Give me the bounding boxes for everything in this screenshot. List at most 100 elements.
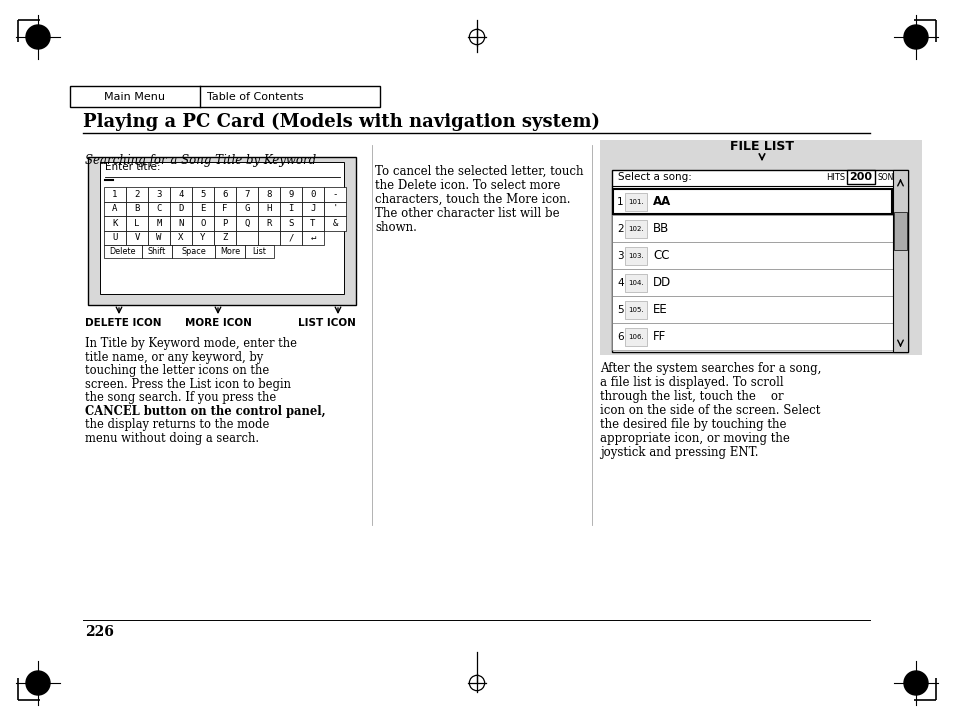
FancyBboxPatch shape bbox=[104, 245, 142, 258]
Text: Searching for a Song Title by Keyword: Searching for a Song Title by Keyword bbox=[85, 153, 315, 166]
Text: W: W bbox=[156, 233, 161, 242]
Text: S: S bbox=[288, 219, 294, 228]
FancyBboxPatch shape bbox=[624, 328, 646, 346]
FancyBboxPatch shape bbox=[612, 170, 907, 352]
FancyBboxPatch shape bbox=[892, 170, 907, 352]
Text: AA: AA bbox=[652, 195, 671, 208]
Text: Select a song:: Select a song: bbox=[618, 172, 691, 182]
Text: 103.: 103. bbox=[627, 253, 643, 258]
FancyBboxPatch shape bbox=[257, 230, 280, 245]
Text: Table of Contents: Table of Contents bbox=[207, 92, 303, 102]
FancyBboxPatch shape bbox=[624, 247, 646, 265]
Circle shape bbox=[903, 671, 927, 695]
FancyBboxPatch shape bbox=[280, 187, 302, 202]
Text: FILE LIST: FILE LIST bbox=[729, 140, 793, 153]
FancyBboxPatch shape bbox=[172, 245, 214, 258]
FancyBboxPatch shape bbox=[612, 323, 892, 350]
FancyBboxPatch shape bbox=[142, 245, 172, 258]
FancyBboxPatch shape bbox=[213, 202, 235, 216]
Text: characters, touch the More icon.: characters, touch the More icon. bbox=[375, 193, 570, 206]
FancyBboxPatch shape bbox=[624, 301, 646, 319]
Text: 6: 6 bbox=[617, 331, 623, 341]
FancyBboxPatch shape bbox=[280, 216, 302, 230]
FancyBboxPatch shape bbox=[148, 202, 170, 216]
Text: /: / bbox=[288, 233, 294, 242]
Text: screen. Press the List icon to begin: screen. Press the List icon to begin bbox=[85, 377, 291, 390]
FancyBboxPatch shape bbox=[624, 193, 646, 211]
Text: R: R bbox=[266, 219, 272, 228]
Text: touching the letter icons on the: touching the letter icons on the bbox=[85, 364, 269, 377]
Text: 5: 5 bbox=[200, 190, 206, 199]
FancyBboxPatch shape bbox=[192, 202, 213, 216]
Text: appropriate icon, or moving the: appropriate icon, or moving the bbox=[599, 432, 789, 445]
Text: X: X bbox=[178, 233, 184, 242]
Text: Enter title:: Enter title: bbox=[105, 162, 160, 172]
Text: &: & bbox=[332, 219, 337, 228]
FancyBboxPatch shape bbox=[235, 187, 257, 202]
Text: the desired file by touching the: the desired file by touching the bbox=[599, 418, 785, 431]
Text: 2: 2 bbox=[134, 190, 139, 199]
Text: To cancel the selected letter, touch: To cancel the selected letter, touch bbox=[375, 165, 583, 178]
FancyBboxPatch shape bbox=[104, 230, 126, 245]
Text: A: A bbox=[112, 204, 117, 213]
FancyBboxPatch shape bbox=[126, 187, 148, 202]
FancyBboxPatch shape bbox=[893, 212, 906, 250]
Text: 200: 200 bbox=[848, 172, 872, 182]
Text: DD: DD bbox=[652, 276, 671, 289]
Text: T: T bbox=[310, 219, 315, 228]
Text: HITS: HITS bbox=[825, 173, 844, 181]
Text: E: E bbox=[200, 204, 206, 213]
Text: C: C bbox=[156, 204, 161, 213]
Text: M: M bbox=[156, 219, 161, 228]
Text: 7: 7 bbox=[244, 190, 250, 199]
Text: 106.: 106. bbox=[627, 333, 643, 340]
FancyBboxPatch shape bbox=[624, 220, 646, 238]
FancyBboxPatch shape bbox=[257, 216, 280, 230]
FancyBboxPatch shape bbox=[280, 230, 302, 245]
FancyBboxPatch shape bbox=[599, 140, 921, 355]
Text: More: More bbox=[220, 247, 240, 256]
Text: 9: 9 bbox=[288, 190, 294, 199]
FancyBboxPatch shape bbox=[235, 202, 257, 216]
Text: 102.: 102. bbox=[627, 225, 643, 232]
FancyBboxPatch shape bbox=[302, 216, 324, 230]
Text: EE: EE bbox=[652, 303, 667, 316]
Text: the song search. If you press the: the song search. If you press the bbox=[85, 391, 276, 404]
FancyBboxPatch shape bbox=[126, 230, 148, 245]
Text: L: L bbox=[134, 219, 139, 228]
Text: 101.: 101. bbox=[627, 199, 643, 204]
FancyBboxPatch shape bbox=[324, 202, 346, 216]
FancyBboxPatch shape bbox=[70, 86, 379, 107]
FancyBboxPatch shape bbox=[280, 202, 302, 216]
FancyBboxPatch shape bbox=[302, 202, 324, 216]
Text: Main Menu: Main Menu bbox=[105, 92, 165, 102]
FancyBboxPatch shape bbox=[170, 230, 192, 245]
FancyBboxPatch shape bbox=[846, 170, 874, 184]
Text: F: F bbox=[222, 204, 228, 213]
Text: Space: Space bbox=[181, 247, 206, 256]
FancyBboxPatch shape bbox=[126, 202, 148, 216]
Text: 2: 2 bbox=[617, 223, 623, 233]
Text: title name, or any keyword, by: title name, or any keyword, by bbox=[85, 351, 263, 364]
FancyBboxPatch shape bbox=[612, 215, 892, 242]
Text: B: B bbox=[134, 204, 139, 213]
FancyBboxPatch shape bbox=[213, 230, 235, 245]
FancyBboxPatch shape bbox=[612, 269, 892, 296]
FancyBboxPatch shape bbox=[104, 187, 126, 202]
Text: Delete: Delete bbox=[110, 247, 136, 256]
Text: 5: 5 bbox=[617, 305, 623, 315]
Text: N: N bbox=[178, 219, 184, 228]
Circle shape bbox=[903, 25, 927, 49]
FancyBboxPatch shape bbox=[170, 216, 192, 230]
FancyBboxPatch shape bbox=[214, 245, 245, 258]
FancyBboxPatch shape bbox=[148, 230, 170, 245]
FancyBboxPatch shape bbox=[235, 230, 257, 245]
FancyBboxPatch shape bbox=[213, 216, 235, 230]
FancyBboxPatch shape bbox=[104, 202, 126, 216]
FancyBboxPatch shape bbox=[324, 187, 346, 202]
Text: BB: BB bbox=[652, 222, 669, 235]
FancyBboxPatch shape bbox=[192, 216, 213, 230]
Text: After the system searches for a song,: After the system searches for a song, bbox=[599, 362, 821, 375]
Circle shape bbox=[26, 25, 50, 49]
Text: Z: Z bbox=[222, 233, 228, 242]
